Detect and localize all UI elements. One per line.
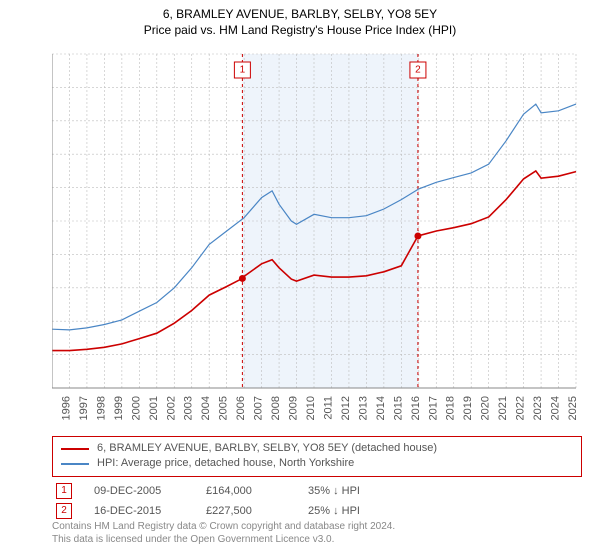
footer-line-2: This data is licensed under the Open Gov…: [52, 533, 582, 546]
marker-badge-2: 2: [56, 503, 72, 519]
svg-text:1995: 1995: [52, 396, 55, 420]
swatch-property: [61, 448, 89, 450]
transaction-row-2: 2 16-DEC-2015 £227,500 25% ↓ HPI: [56, 503, 582, 519]
svg-text:2008: 2008: [270, 396, 282, 420]
footer-line-1: Contains HM Land Registry data © Crown c…: [52, 520, 582, 533]
svg-text:2003: 2003: [183, 396, 195, 420]
svg-text:2025: 2025: [567, 396, 579, 420]
svg-text:2002: 2002: [165, 396, 177, 420]
legend-label-property: 6, BRAMLEY AVENUE, BARLBY, SELBY, YO8 5E…: [97, 441, 437, 456]
svg-text:2022: 2022: [515, 396, 527, 420]
svg-text:2024: 2024: [550, 396, 562, 420]
transaction-diff-1: 35% ↓ HPI: [308, 485, 360, 497]
svg-text:2004: 2004: [200, 396, 212, 420]
svg-text:2007: 2007: [253, 396, 265, 420]
transaction-price-1: £164,000: [206, 485, 286, 497]
svg-text:2005: 2005: [218, 396, 230, 420]
svg-text:2020: 2020: [480, 396, 492, 420]
svg-text:1996: 1996: [60, 396, 72, 420]
svg-text:1998: 1998: [95, 396, 107, 420]
transaction-price-2: £227,500: [206, 505, 286, 517]
legend-row-property: 6, BRAMLEY AVENUE, BARLBY, SELBY, YO8 5E…: [61, 441, 573, 456]
chart-container: 6, BRAMLEY AVENUE, BARLBY, SELBY, YO8 5E…: [0, 0, 600, 560]
marker-badge-1: 1: [56, 483, 72, 499]
chart-plot: £0£50K£100K£150K£200K£250K£300K£350K£400…: [52, 48, 582, 428]
svg-text:2013: 2013: [357, 396, 369, 420]
svg-text:2000: 2000: [130, 396, 142, 420]
svg-text:2009: 2009: [288, 396, 300, 420]
transaction-date-2: 16-DEC-2015: [94, 505, 184, 517]
svg-text:2017: 2017: [427, 396, 439, 420]
legend-label-hpi: HPI: Average price, detached house, Nort…: [97, 456, 354, 471]
svg-text:1999: 1999: [113, 396, 125, 420]
svg-text:1: 1: [240, 65, 246, 76]
svg-text:2001: 2001: [148, 396, 160, 420]
chart-svg: £0£50K£100K£150K£200K£250K£300K£350K£400…: [52, 48, 582, 428]
svg-text:2011: 2011: [322, 396, 334, 420]
legend-row-hpi: HPI: Average price, detached house, Nort…: [61, 456, 573, 471]
svg-text:2018: 2018: [445, 396, 457, 420]
svg-text:2006: 2006: [235, 396, 247, 420]
svg-text:1997: 1997: [78, 396, 90, 420]
svg-text:2023: 2023: [532, 396, 544, 420]
legend-area: 6, BRAMLEY AVENUE, BARLBY, SELBY, YO8 5E…: [52, 436, 582, 521]
svg-text:2021: 2021: [497, 396, 509, 420]
svg-text:2: 2: [415, 65, 421, 76]
transaction-date-1: 09-DEC-2005: [94, 485, 184, 497]
svg-text:2012: 2012: [340, 396, 352, 420]
title-line-1: 6, BRAMLEY AVENUE, BARLBY, SELBY, YO8 5E…: [0, 6, 600, 22]
svg-text:2014: 2014: [375, 396, 387, 420]
svg-text:2010: 2010: [305, 396, 317, 420]
svg-text:2016: 2016: [410, 396, 422, 420]
title-line-2: Price paid vs. HM Land Registry's House …: [0, 22, 600, 38]
swatch-hpi: [61, 463, 89, 465]
footer: Contains HM Land Registry data © Crown c…: [52, 520, 582, 546]
transaction-row-1: 1 09-DEC-2005 £164,000 35% ↓ HPI: [56, 483, 582, 499]
transaction-diff-2: 25% ↓ HPI: [308, 505, 360, 517]
legend-frame: 6, BRAMLEY AVENUE, BARLBY, SELBY, YO8 5E…: [52, 436, 582, 477]
chart-title: 6, BRAMLEY AVENUE, BARLBY, SELBY, YO8 5E…: [0, 0, 600, 38]
svg-text:2015: 2015: [392, 396, 404, 420]
svg-text:2019: 2019: [462, 396, 474, 420]
